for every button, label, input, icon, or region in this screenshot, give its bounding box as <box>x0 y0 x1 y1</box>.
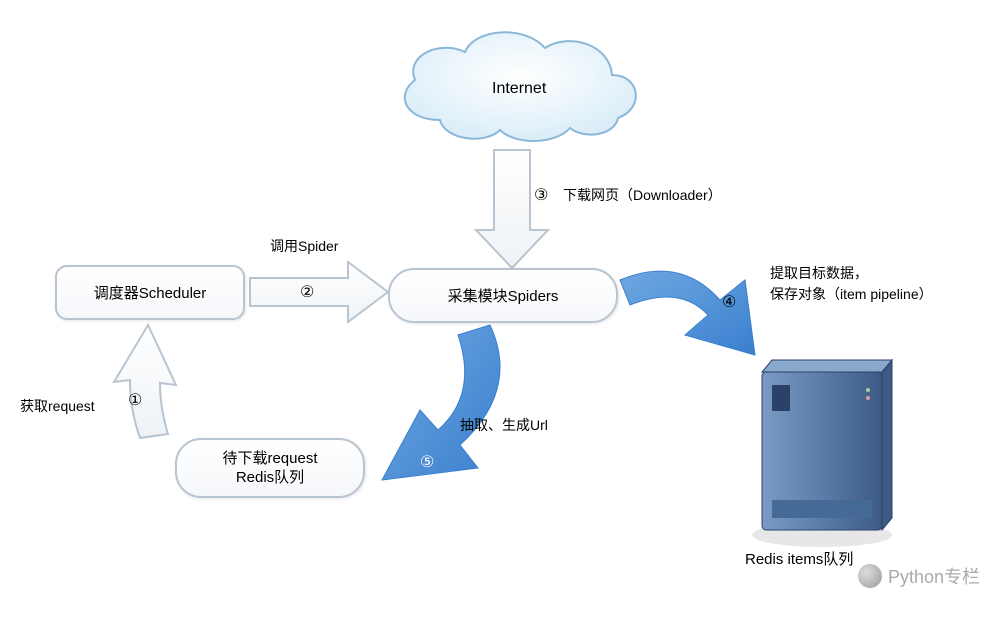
edge-4-label-1: 提取目标数据， <box>770 265 868 281</box>
edge-1-num: ① <box>128 390 142 410</box>
watermark: Python专栏 <box>858 563 980 589</box>
edge-4-label-2: 保存对象（item pipeline） <box>770 286 933 302</box>
redis-queue-label-2: Redis队列 <box>236 468 304 488</box>
server-label: Redis items队列 <box>745 548 853 569</box>
edge-2-num: ② <box>300 282 314 302</box>
arrow-4-blue <box>620 271 755 355</box>
internet-label: Internet <box>492 80 546 98</box>
edge-5-label: 抽取、生成Url <box>460 415 548 435</box>
redis-queue-label-1: 待下载request <box>222 449 317 469</box>
redis-queue-node: 待下载request Redis队列 <box>175 438 365 498</box>
edge-3-num: ③ <box>534 185 548 205</box>
arrow-2-right <box>250 262 388 322</box>
edge-1-label: 获取request <box>20 396 95 416</box>
edge-2-label: 调用Spider <box>270 236 338 256</box>
edge-3-label: 下载网页（Downloader） <box>563 185 722 205</box>
arrow-3-down <box>476 150 548 268</box>
edge-4-num: ④ <box>722 292 736 312</box>
redis-server <box>752 360 892 547</box>
edge-4-label: 提取目标数据， 保存对象（item pipeline） <box>770 263 933 305</box>
wechat-icon <box>858 564 882 588</box>
arrow-1-up <box>114 325 176 438</box>
arrow-5-blue <box>382 325 500 480</box>
edge-5-num: ⑤ <box>420 452 434 472</box>
watermark-text: Python专栏 <box>888 563 980 589</box>
spiders-node: 采集模块Spiders <box>388 268 618 323</box>
scheduler-label: 调度器Scheduler <box>94 282 207 303</box>
scheduler-node: 调度器Scheduler <box>55 265 245 320</box>
spiders-label: 采集模块Spiders <box>448 285 559 306</box>
